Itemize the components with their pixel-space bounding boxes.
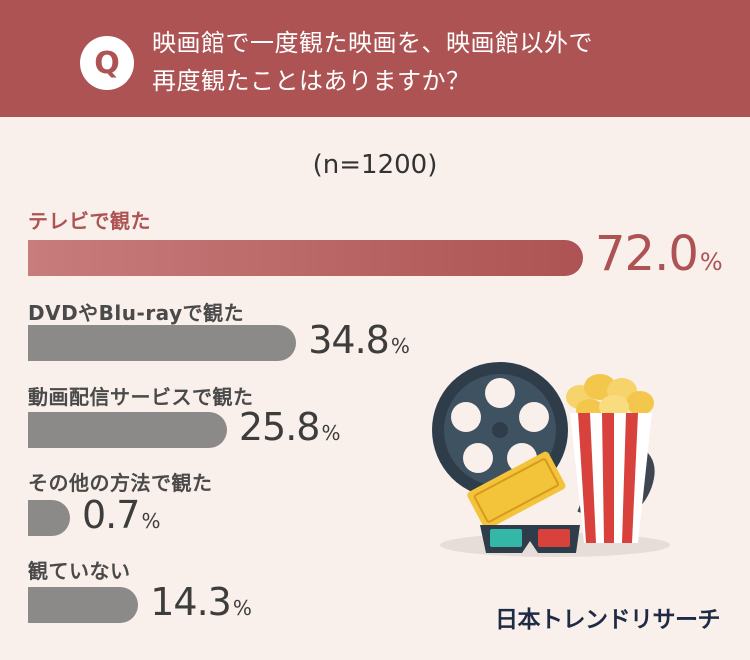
value-number: 34.8 (308, 318, 390, 362)
value-label: 25.8% (239, 408, 341, 446)
bar (28, 412, 227, 448)
category-label: DVDやBlu-rayで観た (28, 301, 245, 325)
bar (28, 587, 139, 623)
category-label: その他の方法で観た (28, 471, 213, 495)
value-label: 14.3% (150, 583, 252, 621)
percent-unit: % (321, 421, 341, 445)
value-number: 25.8 (238, 405, 321, 449)
question-header: Q 映画館で一度観た映画を、映画館以外で 再度観たことはありますか？ (0, 0, 750, 117)
percent-unit: % (699, 248, 723, 276)
question-line-2: 再度観たことはありますか？ (152, 67, 471, 95)
category-label: テレビで観た (28, 209, 151, 233)
bar (28, 240, 583, 276)
percent-unit: % (232, 596, 252, 620)
3d-glasses-icon (480, 525, 580, 553)
question-line-1: 映画館で一度観た映画を、映画館以外で (152, 29, 593, 57)
popcorn-icon (566, 374, 654, 543)
value-number: 0.7 (82, 493, 140, 537)
bar (28, 325, 297, 361)
value-number: 14.3 (150, 580, 232, 624)
percent-unit: % (390, 334, 410, 358)
value-label: 72.0% (595, 230, 723, 278)
cinema-ticket-icon (467, 451, 566, 530)
value-number: 72.0 (595, 226, 699, 282)
value-label: 34.8% (308, 321, 410, 359)
value-label: 0.7% (82, 496, 160, 534)
category-label: 動画配信サービスで観た (28, 385, 254, 409)
cinema-illustration (432, 362, 670, 557)
question-text: 映画館で一度観た映画を、映画館以外で 再度観たことはありますか？ (152, 24, 712, 100)
percent-unit: % (141, 509, 161, 533)
brand-logo: 日本トレンドリサーチ (495, 607, 721, 633)
question-badge: Q (80, 36, 134, 90)
category-label: 観ていない (28, 559, 131, 583)
sample-size: (n=1200) (312, 150, 438, 180)
bar (28, 500, 70, 536)
